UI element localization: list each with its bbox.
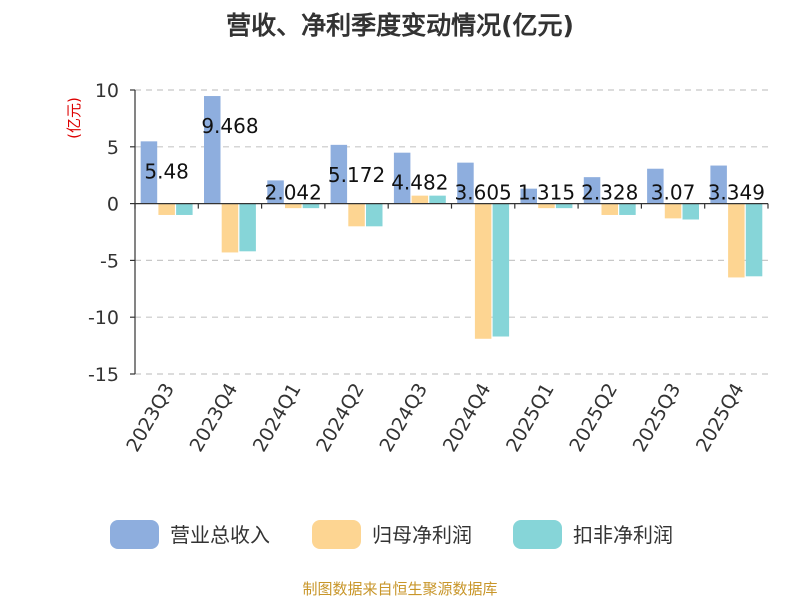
axis-layer	[134, 90, 769, 374]
bar-2024Q4-series-0	[457, 162, 474, 204]
data-label: 1.315	[518, 181, 575, 205]
bar-2024Q4-series-2	[492, 203, 510, 337]
bar-2024Q1-series-2	[302, 203, 320, 209]
x-tick-label: 2024Q3	[375, 380, 432, 456]
source-note: 制图数据来自恒生聚源数据库	[302, 580, 497, 598]
data-label: 9.468	[201, 114, 258, 138]
bar-2023Q4-series-2	[239, 203, 256, 252]
bar-2025Q3-series-1	[664, 203, 682, 219]
x-tick-label: 2025Q1	[502, 380, 559, 456]
x-tick-label: 2024Q1	[249, 380, 306, 456]
legend-swatch	[513, 520, 562, 549]
bar-2023Q3-series-0	[140, 141, 158, 204]
bar-2024Q1-series-0	[267, 180, 284, 204]
bar-2023Q4-series-1	[221, 203, 239, 253]
bar-2024Q1-series-1	[285, 203, 302, 209]
data-label: 4.482	[391, 171, 448, 195]
x-tick-label: 2023Q4	[186, 380, 243, 456]
bar-2025Q4-series-1	[728, 203, 745, 278]
bar-2024Q4-series-1	[474, 203, 492, 339]
x-tick-layer: 2023Q3 2023Q4 2024Q1 2024Q2 2024Q3 2024Q4 2025…	[122, 380, 748, 456]
bar-2025Q1-series-0	[520, 188, 537, 204]
bar-2025Q2-series-1	[601, 203, 618, 215]
legend: 营业总收入 归母净利润 扣非净利润	[110, 520, 673, 549]
y-tick-label: -5	[100, 250, 119, 272]
y-tick-label: 10	[95, 80, 119, 102]
bar-2025Q4-series-0	[710, 165, 727, 204]
legend-label: 扣非净利润	[573, 523, 673, 547]
data-label: 2.328	[581, 181, 638, 205]
bar-2023Q3-series-1	[158, 203, 175, 215]
bar-2024Q3-series-0	[393, 152, 411, 204]
data-label: 3.349	[708, 181, 765, 205]
y-tick-layer: 10 5 0 -5 -10 -15	[88, 80, 135, 386]
bar-2025Q1-series-2	[555, 203, 573, 209]
bar-2025Q2-series-2	[619, 203, 636, 215]
legend-item[interactable]: 归母净利润	[312, 520, 472, 549]
y-axis-unit-label: (亿元)	[65, 97, 83, 139]
data-label: 5.48	[144, 159, 189, 183]
x-tick-label: 2024Q2	[312, 380, 369, 456]
chart-title: 营收、净利季度变动情况(亿元)	[226, 11, 574, 40]
bar-2024Q3-series-1	[411, 195, 429, 204]
data-label: 3.07	[651, 181, 696, 205]
data-label: 3.605	[455, 181, 512, 205]
y-tick-label: -10	[88, 307, 119, 329]
y-tick-label: 0	[107, 194, 119, 216]
legend-label: 营业总收入	[170, 523, 270, 547]
bar-2023Q4-series-0	[204, 96, 221, 204]
legend-item[interactable]: 扣非净利润	[513, 520, 673, 549]
bar-2025Q1-series-1	[538, 203, 555, 209]
y-tick-label: -15	[88, 364, 119, 386]
data-label: 5.172	[328, 163, 385, 187]
bar-2025Q2-series-0	[583, 177, 601, 204]
bar-2024Q2-series-0	[330, 144, 348, 204]
bar-2025Q4-series-2	[745, 203, 763, 277]
bar-2023Q3-series-2	[176, 203, 193, 215]
x-tick-label: 2024Q4	[439, 380, 496, 456]
bar-2024Q2-series-1	[348, 203, 365, 227]
x-tick-label: 2025Q4	[692, 380, 749, 456]
x-tick-label: 2025Q3	[629, 380, 686, 456]
legend-label: 归母净利润	[372, 523, 472, 547]
data-label: 2.042	[265, 181, 322, 205]
x-tick-label: 2023Q3	[122, 380, 179, 456]
legend-swatch	[110, 520, 159, 549]
y-tick-label: 5	[107, 137, 119, 159]
bar-2024Q3-series-2	[429, 195, 446, 204]
bar-layer	[140, 96, 763, 339]
legend-swatch	[312, 520, 361, 549]
legend-item[interactable]: 营业总收入	[110, 520, 270, 549]
bar-2025Q3-series-0	[647, 168, 664, 204]
bar-2024Q2-series-2	[366, 203, 383, 227]
bar-2025Q3-series-2	[682, 203, 699, 220]
x-tick-label: 2025Q2	[565, 380, 622, 456]
